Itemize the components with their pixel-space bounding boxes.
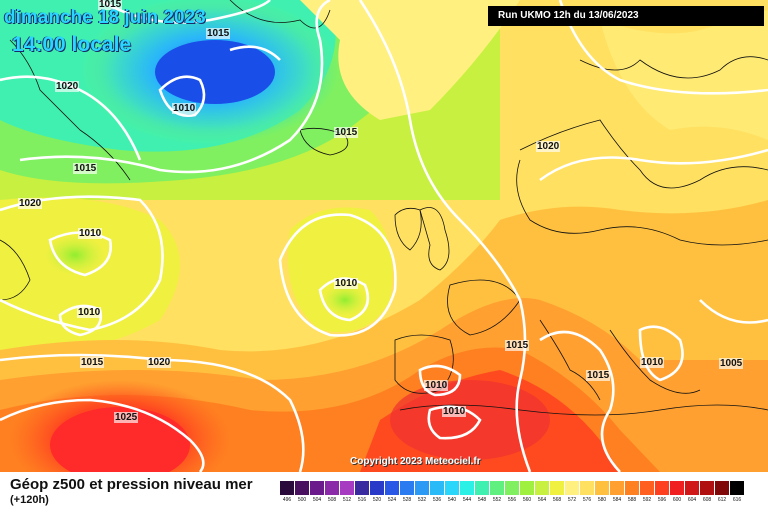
colorbar-tick-label: 592 [642, 497, 652, 503]
colorbar-tick-label: 524 [387, 497, 397, 503]
colorbar-tick-label: 540 [447, 497, 457, 503]
colorbar-swatch [415, 481, 429, 495]
colorbar-swatch [505, 481, 519, 495]
isobar-label: 1015 [586, 370, 611, 381]
isobar-label: 1020 [536, 141, 561, 152]
model-run-label: Run UKMO 12h du 13/06/2023 [488, 6, 764, 26]
colorbar-tick-label: 580 [597, 497, 607, 503]
isobar-label: 1010 [640, 357, 665, 368]
colorbar-tick-label: 500 [297, 497, 307, 503]
colorbar-tick-label: 600 [672, 497, 682, 503]
colorbar-tick-label: 556 [507, 497, 517, 503]
colorbar-swatch [445, 481, 459, 495]
colorbar-tick-label: 512 [342, 497, 352, 503]
colorbar-swatch [535, 481, 549, 495]
weather-map: 1015 1015 1020 1010 1015 1015 1020 1010 … [0, 0, 768, 472]
colorbar-swatch [520, 481, 534, 495]
colorbar-swatch [340, 481, 354, 495]
colorbar-tick-label: 608 [702, 497, 712, 503]
forecast-date-title: dimanche 18 juin 2023 [4, 7, 206, 28]
isobar-label: 1015 [80, 357, 105, 368]
colorbar-swatch [700, 481, 714, 495]
colorbar-tick-label: 548 [477, 497, 487, 503]
isobar-label: 1010 [334, 278, 359, 289]
colorbar-tick-label: 496 [282, 497, 292, 503]
colorbar-legend: 496 500 504 508 512 516 520 524 528 532 536 540 544 5… [280, 481, 748, 509]
colorbar-swatch [295, 481, 309, 495]
colorbar-swatch [640, 481, 654, 495]
colorbar-swatch [565, 481, 579, 495]
colorbar-swatch [355, 481, 369, 495]
colorbar-tick-label: 516 [357, 497, 367, 503]
isobar-label: 1015 [98, 0, 123, 10]
colorbar-tick-label: 616 [732, 497, 742, 503]
colorbar-swatch [385, 481, 399, 495]
isobar-label: 1015 [73, 163, 98, 174]
map-title: Géop z500 et pression niveau mer [10, 476, 253, 493]
colorbar-tick-label: 564 [537, 497, 547, 503]
colorbar-swatch [715, 481, 729, 495]
colorbar-tick-label: 528 [402, 497, 412, 503]
isobar-label: 1020 [55, 81, 80, 92]
map-footer: Géop z500 et pression niveau mer (+120h)… [0, 472, 768, 512]
colorbar-tick-label: 508 [327, 497, 337, 503]
colorbar-swatch [430, 481, 444, 495]
colorbar-tick-label: 504 [312, 497, 322, 503]
colorbar-swatch [475, 481, 489, 495]
geopotential-field [0, 0, 768, 472]
colorbar-tick-label: 584 [612, 497, 622, 503]
colorbar-swatch [370, 481, 384, 495]
coastlines [0, 0, 768, 416]
isobar-label: 1010 [77, 307, 102, 318]
forecast-time-title: 14:00 locale [12, 33, 132, 56]
colorbar-swatch [580, 481, 594, 495]
isobar-label: 1020 [147, 357, 172, 368]
colorbar-tick-label: 536 [432, 497, 442, 503]
colorbar-swatch [310, 481, 324, 495]
colorbar-swatch [400, 481, 414, 495]
copyright-notice: Copyright 2023 Meteociel.fr [350, 456, 481, 467]
isobar-label: 1010 [78, 228, 103, 239]
isobar-label: 1015 [505, 340, 530, 351]
colorbar-swatch [550, 481, 564, 495]
isobar-label: 1015 [334, 127, 359, 138]
isobar-label: 1025 [114, 412, 139, 423]
colorbar-tick-label: 560 [522, 497, 532, 503]
colorbar-swatch [625, 481, 639, 495]
colorbar-tick-label: 552 [492, 497, 502, 503]
colorbar-tick-label: 596 [657, 497, 667, 503]
colorbar-swatch [610, 481, 624, 495]
isobars [0, 0, 768, 472]
isobar-label: 1020 [18, 198, 43, 209]
colorbar-swatch [730, 481, 744, 495]
colorbar-swatch [685, 481, 699, 495]
isobar-label: 1010 [442, 406, 467, 417]
colorbar-tick-label: 544 [462, 497, 472, 503]
colorbar-tick-label: 520 [372, 497, 382, 503]
colorbar-tick-label: 612 [717, 497, 727, 503]
colorbar-swatch [280, 481, 294, 495]
colorbar-tick-label: 576 [582, 497, 592, 503]
forecast-lead-time: (+120h) [10, 494, 49, 506]
colorbar-tick-label: 588 [627, 497, 637, 503]
colorbar-tick-label: 532 [417, 497, 427, 503]
colorbar-tick-label: 572 [567, 497, 577, 503]
colorbar-swatch [325, 481, 339, 495]
colorbar-tick-label: 568 [552, 497, 562, 503]
colorbar-swatch [655, 481, 669, 495]
isobar-label: 1005 [719, 358, 744, 369]
colorbar-swatch [490, 481, 504, 495]
colorbar-swatch [460, 481, 474, 495]
colorbar-swatch [670, 481, 684, 495]
colorbar-tick-label: 604 [687, 497, 697, 503]
isobar-label: 1010 [424, 380, 449, 391]
isobar-label: 1010 [172, 103, 197, 114]
colorbar-swatch [595, 481, 609, 495]
isobar-label: 1015 [206, 28, 231, 39]
